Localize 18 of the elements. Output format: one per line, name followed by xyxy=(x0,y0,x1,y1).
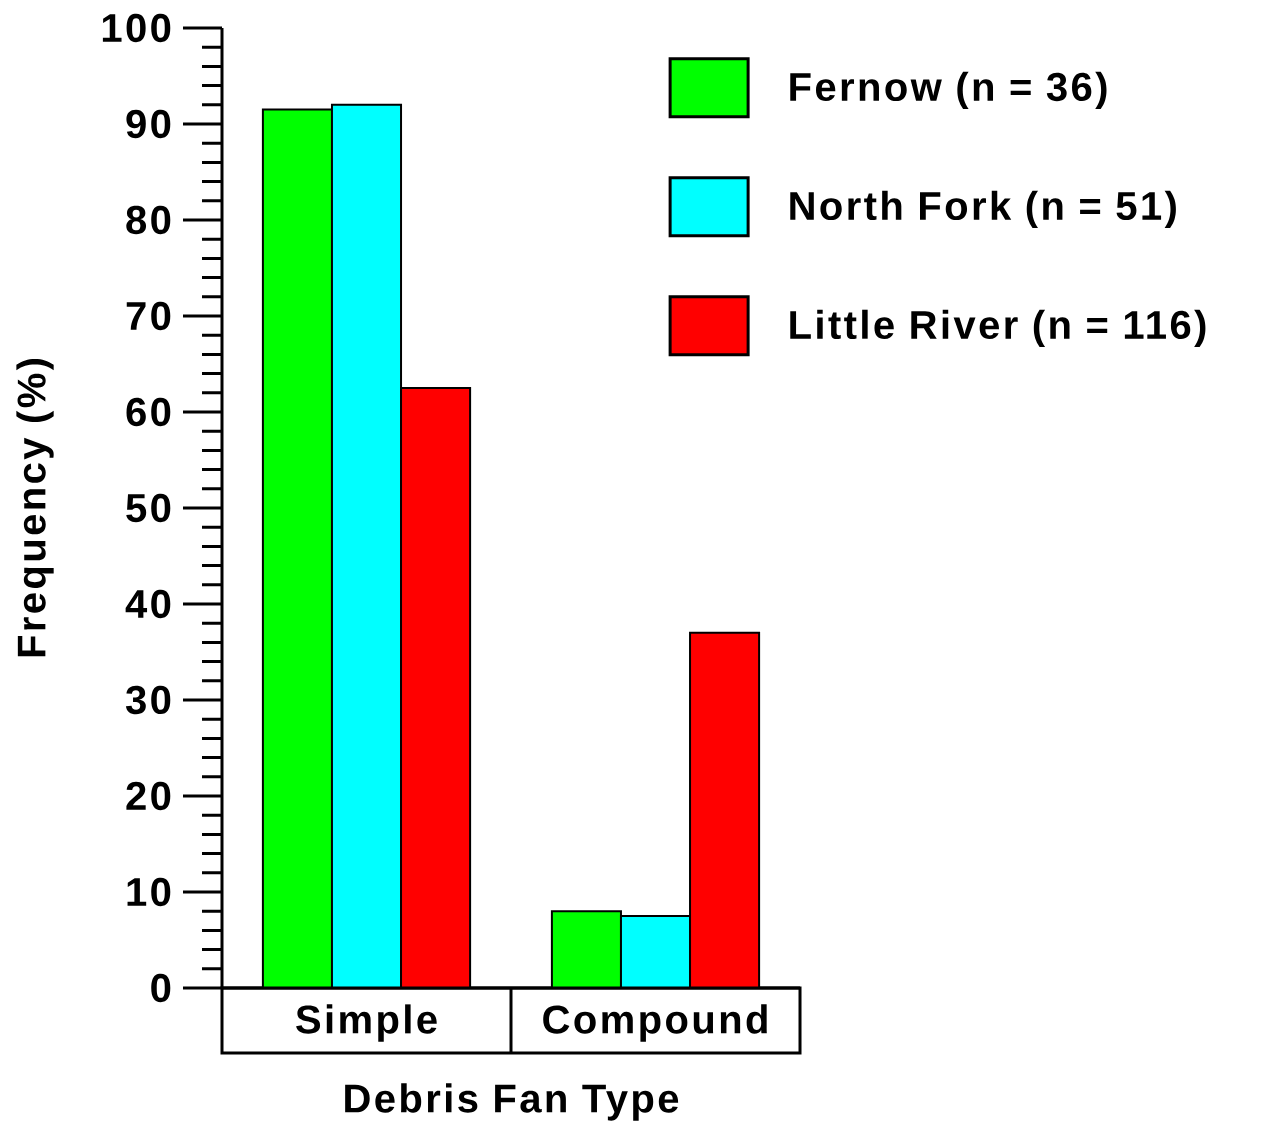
y-tick-label: 60 xyxy=(126,397,171,427)
x-axis-title: Debris Fan Type xyxy=(345,1083,679,1121)
y-tick-label: 10 xyxy=(127,877,171,907)
y-tick-label: 70 xyxy=(126,301,171,331)
y-tick-label: 100 xyxy=(102,13,171,43)
y-axis-title: Frequency (%) xyxy=(16,359,54,657)
legend-label: Little River (n = 116) xyxy=(790,309,1206,347)
y-tick-label: 0 xyxy=(151,973,171,1003)
y-tick-label: 90 xyxy=(126,109,171,139)
y-tick-label: 30 xyxy=(125,685,171,715)
legend-label: Fernow (n = 36) xyxy=(790,71,1107,110)
y-tick-label: 20 xyxy=(126,781,171,811)
x-tick-label: Simple xyxy=(296,1004,437,1042)
y-tick-label: 40 xyxy=(125,589,171,619)
legend-label: North Fork (n = 51) xyxy=(790,190,1176,229)
y-tick-label: 80 xyxy=(126,205,171,235)
x-tick-label: Compound xyxy=(543,1004,767,1042)
y-tick-label: 50 xyxy=(126,493,171,523)
